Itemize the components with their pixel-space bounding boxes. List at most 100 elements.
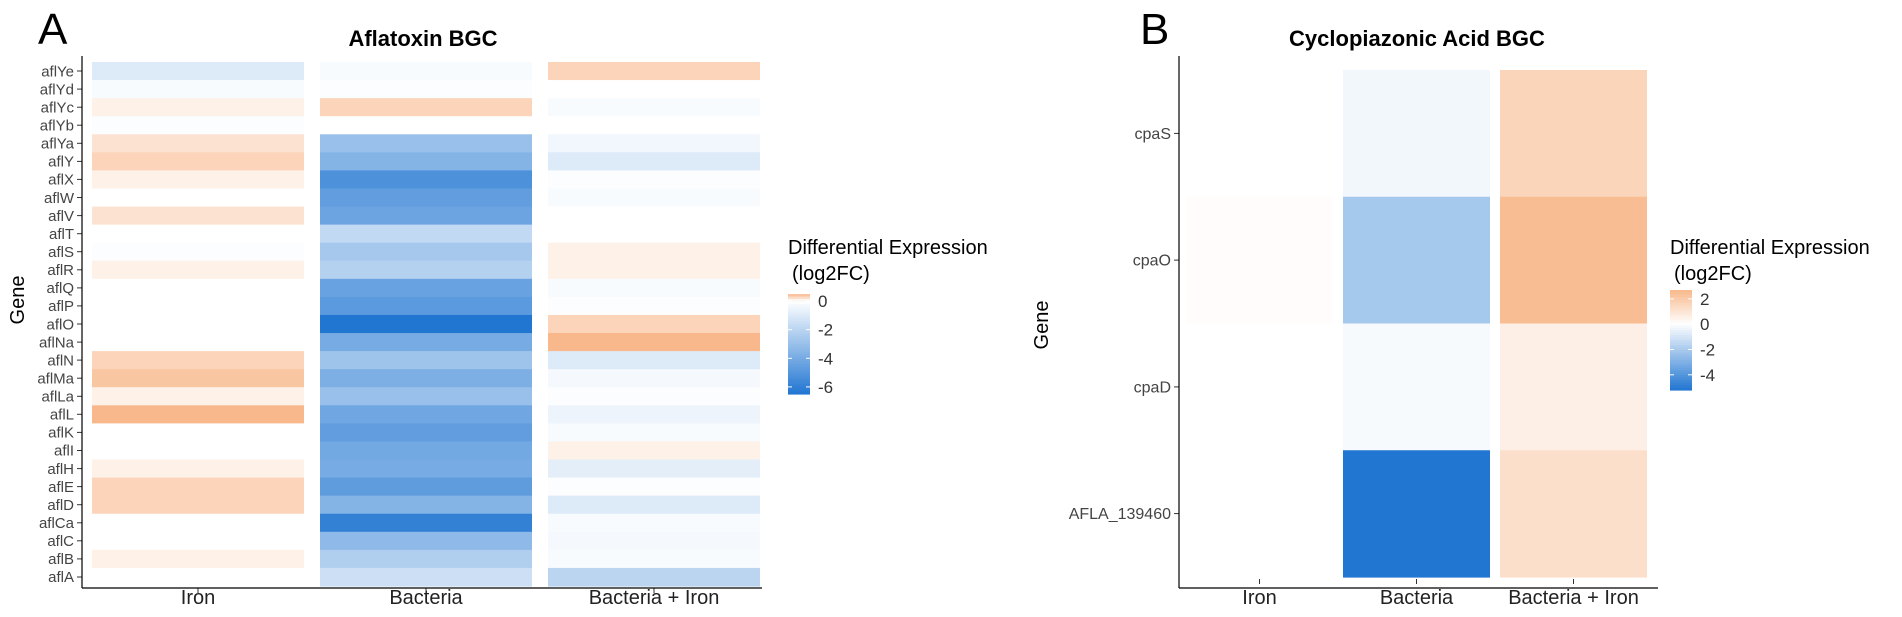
heatmap-cells-a [92, 62, 760, 587]
heatmap-cell-aflyd-1 [320, 80, 532, 99]
legend-gradient-step [1670, 292, 1692, 296]
legend-gradient-step [1670, 360, 1692, 364]
legend-tick-label: -4 [818, 349, 833, 368]
x-tick-label: Iron [181, 587, 215, 609]
y-tick-label: aflY [48, 154, 74, 171]
heatmap-cell-aflr-2 [548, 260, 760, 280]
legend-gradient-step [788, 384, 810, 388]
legend-gradient-step [1670, 342, 1692, 346]
legend-gradient-step [788, 299, 810, 303]
legend-gradient-step [788, 379, 810, 383]
x-tick-label: Iron [1242, 587, 1276, 609]
heatmap-cell-aflo-2 [548, 314, 760, 334]
heatmap-cell-aflyd-2 [548, 80, 760, 99]
heatmap-cell-aflla-2 [548, 387, 760, 406]
legend-gradient-step [788, 306, 810, 310]
legend-tick-label: 0 [1700, 315, 1709, 334]
legend-gradient-step [1670, 317, 1692, 321]
heatmap-cell-aflla-1 [320, 387, 532, 406]
heatmap-cell-aflh-0 [92, 459, 304, 479]
heatmap-cell-afly-1 [320, 152, 532, 172]
legend-gradient-step [788, 371, 810, 375]
legend-gradient-step [1670, 380, 1692, 384]
legend-gradient-step [1670, 322, 1692, 326]
legend-gradient-step [788, 364, 810, 368]
heatmap-cell-afla-0 [92, 567, 304, 587]
legend-gradient-step [788, 339, 810, 343]
heatmap-cell-afla_139460-2 [1500, 450, 1647, 578]
heatmap-cell-aflyc-1 [320, 98, 532, 117]
y-tick-label: aflYc [41, 99, 75, 116]
heatmap-cell-aflye-2 [548, 62, 760, 81]
y-tick-labels-b: cpaS cpaO cpaD AFLA_139460 [1069, 126, 1179, 523]
heatmap-cell-aflh-1 [320, 459, 532, 479]
legend-gradient-step [1670, 357, 1692, 361]
chart-title-b: Cyclopiazonic Acid BGC [1289, 26, 1545, 51]
legend-gradient-step [788, 354, 810, 358]
legend-tick-label: 0 [818, 292, 827, 311]
y-tick-label: aflYb [40, 118, 74, 135]
heatmap-cell-aflp-0 [92, 296, 304, 316]
legend-gradient-step [1670, 295, 1692, 299]
y-tick-label: aflYd [40, 81, 74, 98]
legend-gradient-step [788, 376, 810, 380]
legend-gradient-step [788, 389, 810, 393]
legend-gradient-step [788, 391, 810, 395]
legend-a: Differential Expression (log2FC) 0 -2 -4 -6 [788, 237, 988, 397]
heatmap-cell-aflc-2 [548, 531, 760, 551]
legend-tick-label: -4 [1700, 366, 1715, 385]
legend-gradient-step [1670, 302, 1692, 306]
heatmap-cell-aflc-0 [92, 531, 304, 551]
legend-gradient-step [1670, 350, 1692, 354]
legend-gradient-step [788, 369, 810, 373]
heatmap-cell-aflw-1 [320, 188, 532, 208]
panel-label-b: B [1140, 5, 1169, 54]
y-tick-label: aflI [54, 443, 74, 460]
legend-gradient-step [788, 341, 810, 345]
legend-gradient-step [1670, 377, 1692, 381]
y-tick-label: aflN [47, 352, 74, 369]
legend-gradient-step [1670, 320, 1692, 324]
heatmap-cell-aflw-2 [548, 188, 760, 208]
legend-gradient-step [1670, 347, 1692, 351]
heatmap-cell-aflyc-0 [92, 98, 304, 117]
y-tick-label: aflV [48, 208, 74, 225]
y-tick-label: AFLA_139460 [1069, 506, 1171, 523]
panel-label-a: A [38, 5, 68, 54]
legend-title-line2-a: (log2FC) [792, 263, 870, 285]
y-tick-label: aflW [44, 190, 75, 207]
y-axis-label-a: Gene [7, 276, 29, 325]
heatmap-cell-aflr-0 [92, 260, 304, 280]
heatmap-cell-afly-0 [92, 152, 304, 172]
heatmap-cell-afls-2 [548, 242, 760, 262]
legend-gradient-step [1670, 367, 1692, 371]
legend-gradient-step [788, 329, 810, 333]
y-tick-label: aflD [47, 497, 74, 514]
y-tick-label: aflC [47, 533, 74, 550]
panel-b: B Cyclopiazonic Acid BGC Gene cpaScpaOcp… [1031, 5, 1870, 609]
y-tick-label: aflE [48, 479, 74, 496]
legend-tick-label: -6 [818, 378, 833, 397]
legend-gradient-step [1670, 355, 1692, 359]
heatmap-cell-cpas-1 [1343, 70, 1490, 198]
legend-gradient-step [1670, 300, 1692, 304]
heatmap-cell-aflca-2 [548, 513, 760, 533]
legend-gradient-step [788, 349, 810, 353]
legend-gradient-step [1670, 315, 1692, 319]
heatmap-cell-afli-1 [320, 441, 532, 461]
legend-gradient-step [788, 334, 810, 338]
heatmap-cell-aflya-0 [92, 134, 304, 153]
heatmap-cell-cpao-0 [1186, 196, 1333, 325]
heatmap-cell-aflyd-0 [92, 80, 304, 99]
y-tick-label: aflK [48, 425, 74, 442]
heatmap-cell-aflma-1 [320, 369, 532, 388]
legend-gradient-step [1670, 345, 1692, 349]
legend-gradient-step [1670, 335, 1692, 339]
legend-gradient-step [1670, 352, 1692, 356]
heatmap-cell-afle-2 [548, 477, 760, 497]
y-tick-label: aflT [49, 226, 74, 243]
legend-gradient-step [1670, 340, 1692, 344]
legend-gradient-step [1670, 332, 1692, 336]
legend-tick-label: -2 [1700, 341, 1715, 360]
